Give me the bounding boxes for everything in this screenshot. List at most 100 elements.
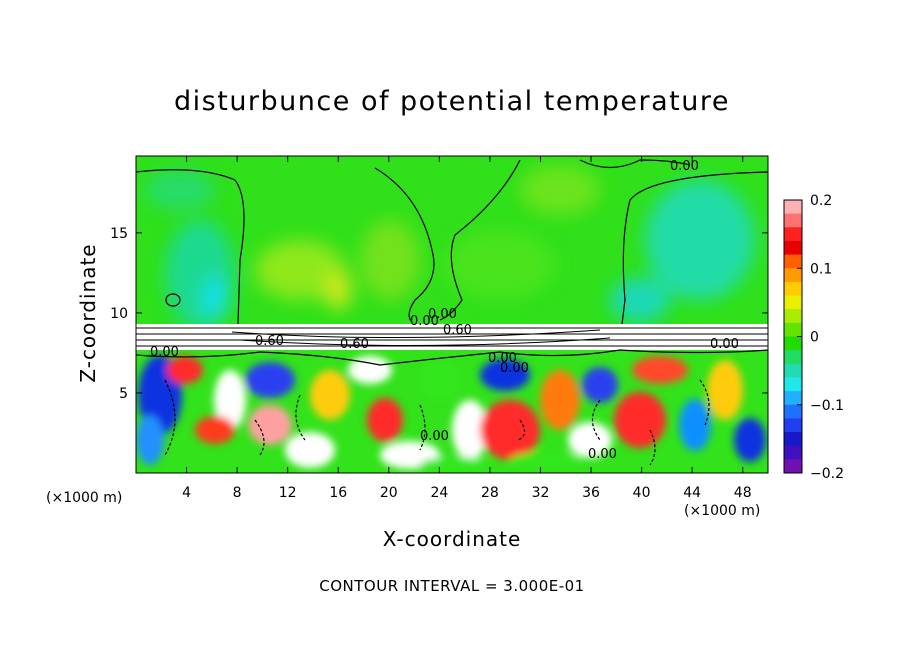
contour-label: 0.00 — [428, 307, 457, 322]
contour-label: 0.00 — [588, 447, 617, 462]
lower-blob — [367, 398, 403, 442]
contour-lines — [136, 159, 768, 466]
colorbar-tick-label: −0.2 — [810, 466, 844, 482]
x-tick-label: 44 — [683, 485, 701, 501]
color-field: 0.00 0.00 0.00 0.60 0.60 0.60 0.00 0.00 … — [136, 156, 768, 473]
colorbar: 0.2 0.1 0 −0.1 −0.2 — [783, 193, 844, 482]
lower-blob — [285, 432, 335, 468]
lower-blob — [420, 360, 460, 400]
x-tick-label: 40 — [633, 485, 651, 501]
lower-blob — [452, 400, 488, 460]
lower-blob — [707, 360, 743, 420]
x-tick-label: 36 — [582, 485, 600, 501]
x-tick-label: 12 — [279, 485, 297, 501]
contour-label: 0.60 — [255, 334, 284, 349]
colorbar-swatch — [784, 432, 802, 447]
lower-blob — [310, 370, 350, 420]
lower-blob — [348, 356, 392, 384]
lower-blob — [195, 416, 235, 444]
colorbar-swatch — [784, 377, 802, 392]
upper-blob — [445, 230, 555, 300]
x-tick-label: 8 — [233, 485, 242, 501]
y-axis-ticks: 5 10 15 — [110, 226, 768, 402]
colorbar-swatch — [784, 322, 802, 337]
contour-label: 0.00 — [500, 361, 529, 376]
y-tick-label: 5 — [119, 386, 128, 402]
contour-label: 0.00 — [410, 314, 439, 329]
colorbar-swatch — [784, 404, 802, 419]
colorbar-swatch — [784, 418, 802, 433]
lower-blob — [167, 356, 203, 384]
chart-title: disturbunce of potential temperature — [174, 86, 730, 117]
colorbar-swatch — [784, 281, 802, 297]
contour-label: 0.00 — [670, 159, 699, 174]
x-axis-label: X-coordinate — [382, 527, 522, 551]
lower-blob — [248, 405, 292, 445]
x-tick-label: 4 — [182, 485, 191, 501]
colorbar-swatch — [784, 213, 802, 228]
lower-blob — [568, 422, 612, 458]
upper-blob — [165, 220, 235, 330]
lower-blob — [420, 457, 490, 473]
colorbar-swatch — [784, 227, 802, 242]
lower-blob — [540, 370, 580, 430]
colorbar-swatch — [784, 268, 802, 283]
upper-blob — [645, 180, 755, 300]
contour-line — [136, 349, 768, 366]
contour-label: 0.00 — [420, 429, 449, 444]
colorbar-swatch — [784, 200, 802, 215]
x-tick-label: 48 — [734, 485, 752, 501]
colorbar-swatch — [784, 363, 802, 378]
x-tick-label: 28 — [481, 485, 499, 501]
lower-blob — [734, 418, 766, 462]
x-unit-label-left: (×1000 m) — [46, 490, 123, 506]
colorbar-swatch — [784, 254, 802, 269]
colorbar-swatch — [784, 309, 802, 324]
upper-blob — [203, 276, 227, 320]
contour-line — [164, 379, 710, 466]
contour-line — [439, 159, 521, 321]
contour-line — [136, 327, 768, 347]
upper-blob — [145, 170, 215, 210]
contour-label: 0.60 — [340, 337, 369, 352]
colorbar-swatch — [784, 391, 802, 406]
x-unit-label-right: (×1000 m) — [684, 503, 761, 519]
contour-label: 0.00 — [150, 345, 179, 360]
lower-blob — [136, 415, 164, 465]
upper-blob — [520, 165, 600, 215]
contour-label: 0.60 — [443, 323, 472, 338]
contour-line — [231, 329, 611, 347]
colorbar-tick-label: 0.2 — [810, 193, 832, 209]
upper-blob — [610, 278, 670, 322]
lower-blob — [480, 359, 530, 391]
contour-line — [136, 169, 245, 325]
colorbar-tick-label: 0 — [810, 330, 819, 346]
plot-frame — [135, 155, 769, 474]
colorbar-swatch — [784, 445, 802, 460]
colorbar-swatch — [784, 459, 802, 474]
shear-layer — [136, 324, 768, 352]
contour-line — [579, 159, 768, 325]
contour-interval-note: CONTOUR INTERVAL = 3.000E-01 — [319, 577, 585, 595]
colorbar-tick-label: −0.1 — [810, 398, 844, 414]
upper-blob — [324, 270, 352, 310]
lower-blob — [679, 399, 711, 451]
x-tick-label: 20 — [380, 485, 398, 501]
contour-label: 0.00 — [710, 337, 739, 352]
colorbar-tick-label: 0.1 — [810, 261, 832, 277]
x-tick-label: 24 — [430, 485, 448, 501]
colorbar-swatch — [784, 295, 802, 310]
lower-blob — [214, 370, 246, 430]
x-axis-ticks: 4 8 12 16 20 24 28 32 36 40 44 48 — [182, 156, 752, 501]
lower-blob — [245, 362, 295, 398]
upper-blob — [360, 220, 420, 300]
contour-line — [374, 167, 435, 323]
colorbar-swatch — [784, 240, 802, 256]
x-tick-label: 32 — [532, 485, 550, 501]
contour-line — [165, 293, 181, 307]
lower-blob — [510, 452, 580, 468]
upper-blob — [255, 240, 345, 300]
lower-blob — [582, 367, 618, 403]
contour-labels: 0.00 0.00 0.00 0.60 0.60 0.60 0.00 0.00 … — [150, 159, 739, 462]
